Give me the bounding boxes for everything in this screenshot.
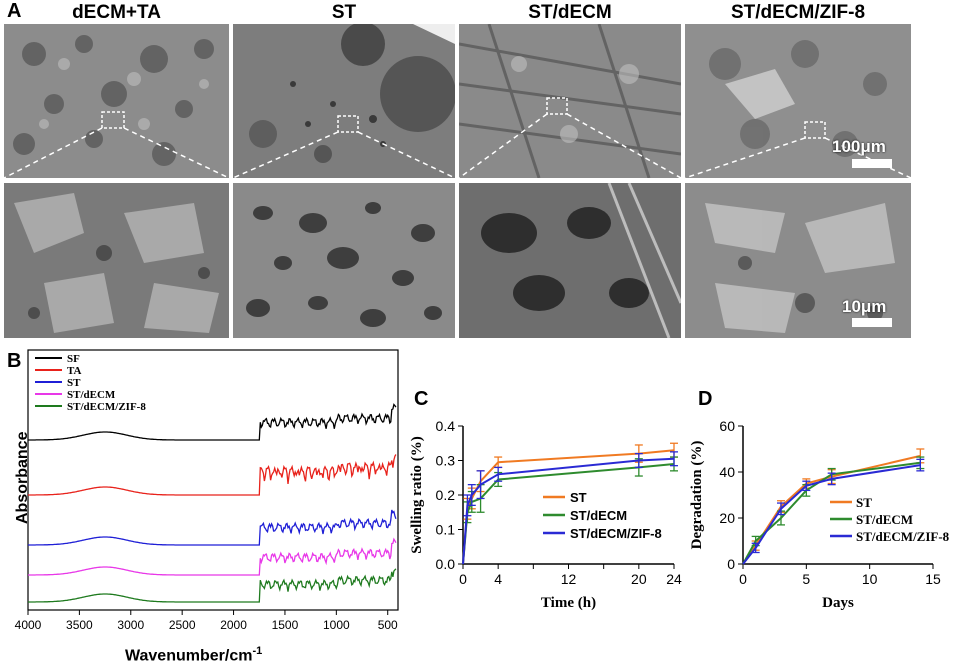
swelling-y-axis-label: Swelling ratio (%) — [409, 436, 425, 554]
ftir-xlabel: Wavenumber/cm-1 — [125, 645, 262, 665]
ftir-legend-label: ST — [67, 377, 81, 389]
ftir-x-tick-label: 3500 — [66, 618, 93, 632]
sem-image-dECM-TA-high-mag — [4, 183, 229, 338]
degradation-y-tick-label: 0 — [727, 556, 735, 572]
sem-title-ST-dECM-ZIF-8: ST/dECM/ZIF-8 — [730, 2, 866, 23]
swelling-legend-label: ST/dECM — [570, 508, 627, 523]
sem-image-ST-dECM-low-mag — [459, 24, 681, 178]
swelling-x-axis-label: Time (h) — [541, 595, 596, 611]
ftir-x-tick-label: 2000 — [220, 618, 247, 632]
swelling-y-tick-label: 0.3 — [436, 453, 456, 469]
ftir-xlabel-superscript: -1 — [252, 645, 263, 657]
swelling-legend-label: ST — [570, 490, 587, 505]
swelling-legend-label: ST/dECM/ZIF-8 — [570, 526, 662, 541]
ftir-series-line — [28, 537, 397, 576]
ftir-x-tick-label: 500 — [378, 618, 398, 632]
swelling-y-tick-label: 0.2 — [436, 487, 456, 503]
ftir-series-line — [28, 509, 397, 546]
degradation-x-tick-label: 10 — [862, 571, 878, 587]
ftir-x-tick-label: 1500 — [272, 618, 299, 632]
degradation-chart: 0 20 40 60 0 5 10 15 Days Degradation (%) ST ST/dEC… — [690, 418, 950, 611]
degradation-x-tick-label: 5 — [802, 571, 810, 587]
ftir-legend-label: ST/dECM/ZIF-8 — [67, 401, 146, 413]
sem-image-ST-dECM-high-mag — [459, 183, 681, 338]
degradation-x-axis-label: Days — [822, 595, 854, 611]
ftir-x-tick-label: 3000 — [117, 618, 144, 632]
degradation-legend-label: ST/dECM/ZIF-8 — [856, 529, 950, 544]
degradation-legend-label: ST/dECM — [856, 512, 913, 527]
degradation-y-axis-label: Degradation (%) — [690, 441, 705, 550]
sem-image-ST-high-mag — [233, 183, 455, 338]
swelling-y-tick-label: 0.4 — [436, 418, 456, 434]
degradation-y-tick-label: 40 — [719, 464, 735, 480]
scale-label-100um: 100μm — [832, 137, 886, 156]
swelling-x-tick-label: 20 — [631, 571, 647, 587]
swelling-series-line — [462, 463, 675, 565]
swelling-series-line — [462, 457, 675, 565]
degradation-y-tick-label: 20 — [719, 510, 735, 526]
swelling-y-tick-label: 0.1 — [436, 522, 456, 538]
degradation-series-line — [742, 464, 921, 565]
sem-title-ST-dECM: ST/dECM — [528, 2, 612, 23]
swelling-x-tick-label: 0 — [459, 571, 467, 587]
ftir-chart: 4000 3500 3000 2500 2000 1500 1000 500SFTASTST/… — [15, 349, 399, 632]
panel-a-letter: A — [7, 0, 22, 22]
ftir-xlabel-main: Wavenumber/cm — [125, 647, 253, 665]
ftir-x-tick-label: 1000 — [323, 618, 350, 632]
ftir-series-line — [28, 454, 397, 496]
swelling-chart: 0.0 0.1 0.2 0.3 0.4 0 4 12 20 24 Time (h) Swelling … — [409, 418, 682, 611]
ftir-series-line — [28, 403, 397, 441]
swelling-x-tick-label: 4 — [494, 571, 502, 587]
degradation-series-line — [742, 461, 921, 565]
ftir-plot-frame — [27, 349, 399, 611]
degradation-x-tick-label: 15 — [925, 571, 941, 587]
swelling-y-tick-label: 0.0 — [436, 556, 456, 572]
scale-bar-10um — [852, 318, 892, 327]
sem-image-ST-dECM-ZIF-8-high-mag — [685, 183, 911, 338]
scale-label-10um: 10μm — [842, 297, 887, 316]
degradation-y-tick-label: 60 — [719, 418, 735, 434]
panel-c-letter: C — [414, 388, 429, 410]
ftir-x-tick-label: 2500 — [169, 618, 196, 632]
panel-d-letter: D — [698, 388, 713, 410]
ftir-legend-label: ST/dECM — [67, 389, 116, 401]
panel-b-letter: B — [7, 350, 22, 372]
ftir-series-line — [28, 568, 397, 603]
swelling-x-tick-label: 24 — [666, 571, 682, 587]
ftir-legend-label: TA — [67, 365, 82, 377]
degradation-x-tick-label: 0 — [739, 571, 747, 587]
sem-title-ST: ST — [331, 2, 357, 23]
ftir-legend-label: SF — [67, 353, 80, 365]
sem-image-ST-dECM-ZIF-8-low-mag — [685, 24, 911, 178]
sem-image-ST-low-mag — [233, 24, 455, 178]
sem-title-dECM-TA: dECM+TA — [72, 2, 161, 23]
scale-bar-100um — [852, 159, 892, 168]
degradation-legend-label: ST — [856, 495, 872, 510]
swelling-x-tick-label: 12 — [561, 571, 577, 587]
sem-image-dECM-TA-low-mag — [4, 24, 229, 178]
ftir-x-tick-label: 4000 — [15, 618, 42, 632]
